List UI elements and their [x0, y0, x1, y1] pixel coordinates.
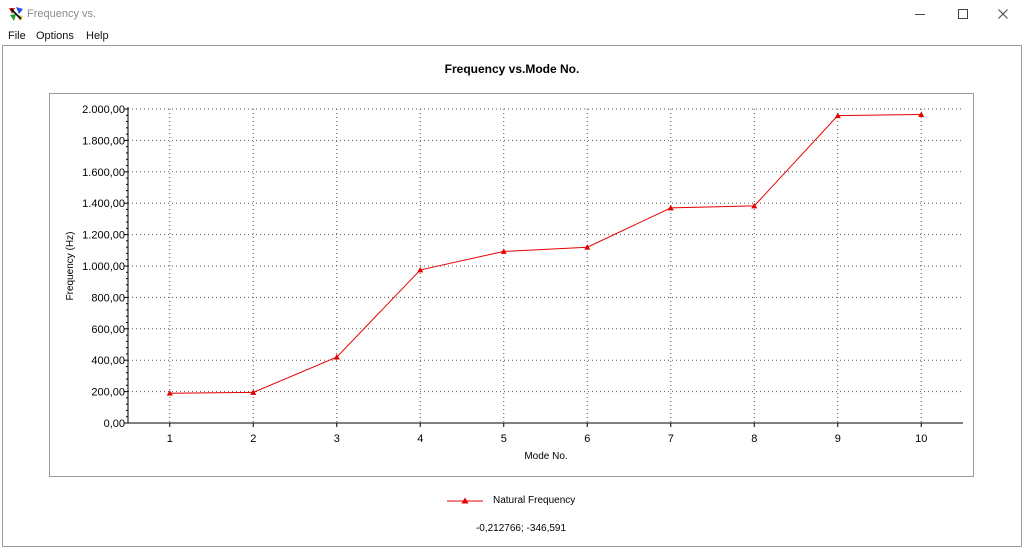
x-tick-label: 8: [751, 433, 757, 445]
gridlines: [128, 108, 963, 423]
y-tick-label: 400,00: [91, 355, 125, 367]
close-icon: [998, 9, 1008, 19]
y-tick-label: 1.400,00: [82, 198, 125, 210]
data-point-marker: [250, 389, 257, 395]
data-point-marker: [667, 204, 674, 211]
data-point-marker: [834, 112, 841, 119]
maximize-icon: [958, 9, 968, 19]
x-tick-label: 5: [501, 433, 507, 445]
menu-file[interactable]: File: [8, 30, 26, 42]
y-axis-label: Frequency (Hz): [65, 232, 76, 301]
menu-help[interactable]: Help: [86, 30, 109, 42]
close-button[interactable]: [980, 0, 1024, 28]
data-point-marker: [918, 111, 925, 117]
x-tick-label: 1: [167, 433, 173, 445]
data-point-marker: [751, 202, 758, 209]
y-tick-label: 0,00: [104, 418, 125, 430]
app-icon: [8, 6, 24, 22]
x-tick-label: 6: [584, 433, 590, 445]
chart-panel[interactable]: [49, 93, 974, 477]
menu-bar: File Options Help: [0, 28, 1024, 46]
data-point-marker: [166, 390, 173, 396]
data-point-marker: [584, 244, 591, 250]
y-tick-label: 1.600,00: [82, 167, 125, 179]
series-natural-frequency: [166, 111, 925, 396]
series-line: [169, 114, 922, 394]
tick-labels: 0,00 200,00 400,00 600,00 800,00 1.000,00 1.20…: [82, 104, 927, 445]
data-point-marker: [417, 266, 424, 273]
data-point-marker: [500, 248, 507, 254]
y-tick-label: 2.000,00: [82, 104, 125, 116]
legend-swatch-natural-frequency: [447, 497, 483, 504]
cursor-coordinates: -0,212766; -346,591: [475, 523, 567, 534]
x-tick-label: 7: [668, 433, 674, 445]
window-title: Frequency vs.: [27, 8, 97, 20]
menu-options[interactable]: Options: [36, 30, 74, 42]
x-axis-label: Mode No.: [524, 451, 567, 462]
axes: [124, 107, 963, 427]
legend-label-natural-frequency: Natural Frequency: [493, 495, 576, 506]
x-tick-label: 2: [250, 433, 256, 445]
y-tick-label: 1.200,00: [82, 230, 125, 242]
minimize-icon: [915, 14, 925, 15]
maximize-button[interactable]: [940, 0, 986, 28]
minimize-button[interactable]: [897, 0, 943, 28]
y-tick-label: 800,00: [91, 292, 125, 304]
x-tick-label: 3: [334, 433, 340, 445]
y-tick-label: 200,00: [91, 387, 125, 399]
x-tick-label: 4: [417, 433, 423, 445]
y-tick-label: 600,00: [91, 324, 125, 336]
chart-title: Frequency vs.Mode No.: [444, 62, 580, 76]
title-bar: Frequency vs.: [0, 0, 1024, 28]
x-tick-label: 9: [835, 433, 841, 445]
y-tick-label: 1.800,00: [82, 135, 125, 147]
data-point-marker: [333, 354, 340, 360]
x-tick-label: 10: [915, 433, 927, 445]
y-tick-label: 1.000,00: [82, 261, 125, 273]
